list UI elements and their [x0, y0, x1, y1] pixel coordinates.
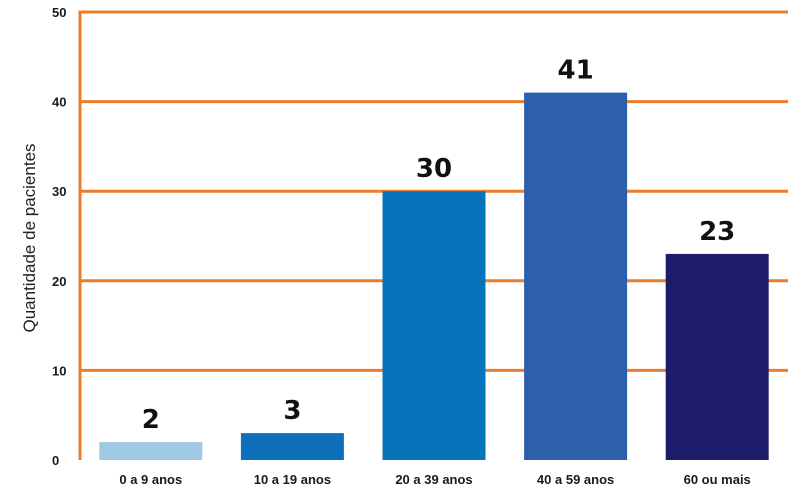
y-axis-title: Quantidade de pacientes — [20, 143, 39, 332]
data-label: 30 — [416, 154, 452, 184]
x-tick-label: 40 a 59 anos — [537, 472, 614, 487]
x-tick-label: 60 ou mais — [684, 472, 751, 487]
y-tick-label: 40 — [52, 95, 66, 110]
bar — [240, 433, 344, 460]
category-labels: 0 a 9 anos 10 a 19 anos 20 a 39 anos 40 a 5… — [119, 472, 750, 487]
x-tick-label: 0 a 9 anos — [119, 472, 182, 487]
bar — [382, 191, 486, 460]
y-axis-ticks: 0 10 20 30 40 50 — [52, 5, 66, 468]
data-label: 23 — [699, 217, 735, 247]
data-label: 3 — [283, 396, 301, 426]
bars — [99, 92, 769, 460]
y-tick-label: 50 — [52, 5, 66, 20]
x-tick-label: 20 a 39 anos — [395, 472, 472, 487]
data-label: 41 — [558, 56, 594, 86]
bar — [524, 92, 628, 460]
y-tick-label: 30 — [52, 184, 66, 199]
y-tick-label: 20 — [52, 274, 66, 289]
bar — [665, 253, 769, 460]
y-tick-label: 0 — [52, 453, 59, 468]
bar — [99, 442, 203, 460]
x-tick-label: 10 a 19 anos — [254, 472, 331, 487]
data-label: 2 — [142, 405, 160, 435]
y-tick-label: 10 — [52, 363, 66, 378]
